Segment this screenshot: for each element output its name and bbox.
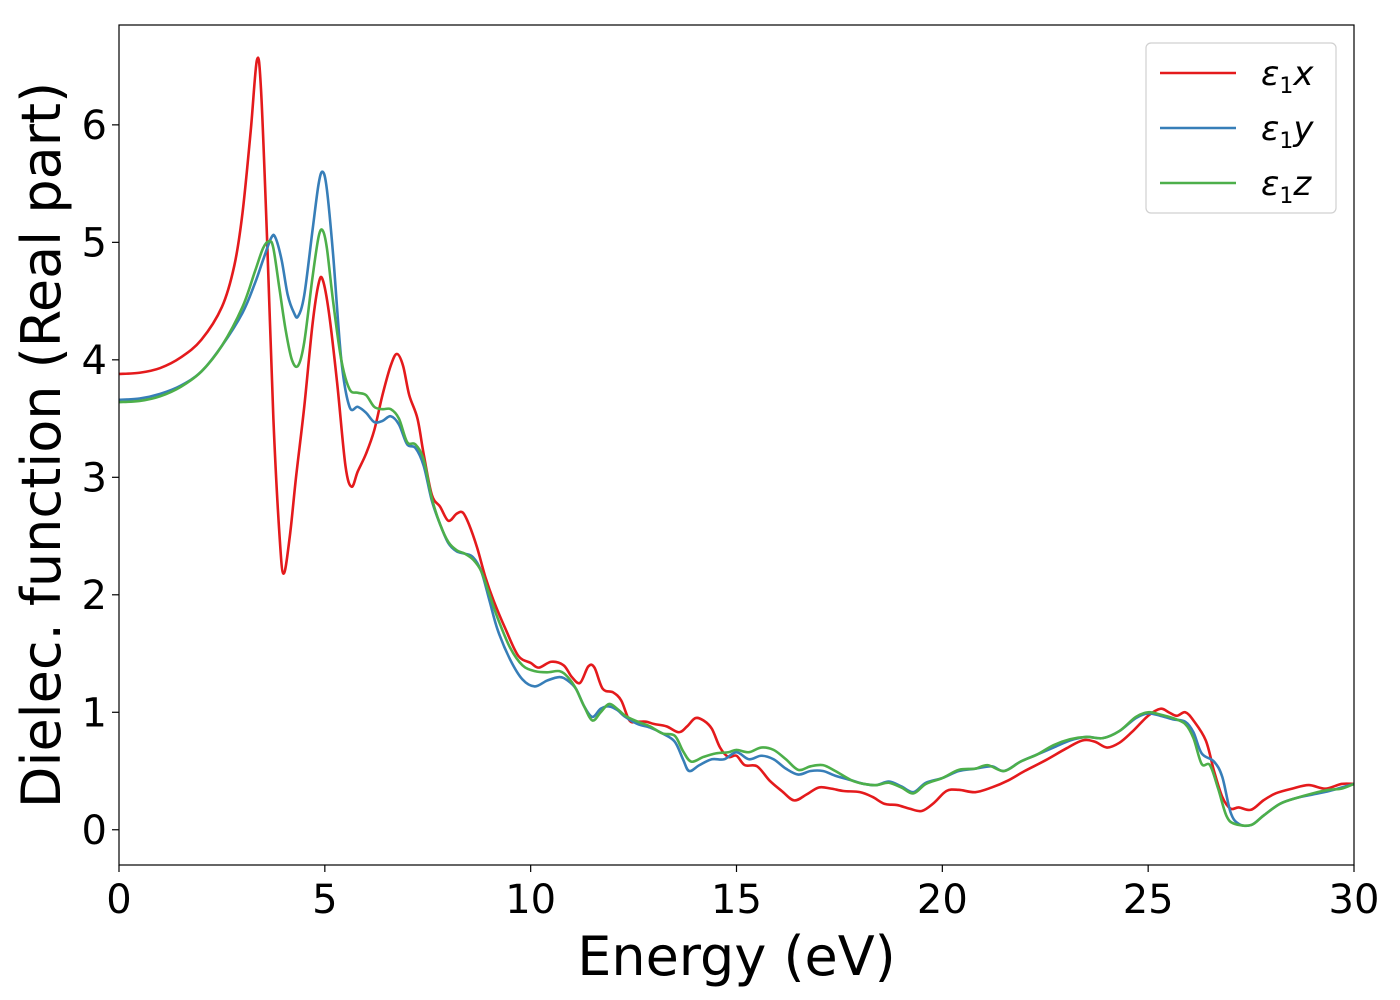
y-tick-label: 5 — [82, 220, 107, 266]
x-axis-title: Energy (eV) — [577, 925, 896, 988]
y-axis-title: Dielec. function (Real part) — [10, 82, 73, 808]
series-line-z — [118, 228, 1355, 828]
series-line-y — [118, 170, 1355, 828]
legend: ε1x ε1y ε1z — [1145, 42, 1337, 214]
x-tick-label: 20 — [917, 877, 968, 923]
x-axis-ticks: 0 5 10 15 20 25 30 — [106, 865, 1379, 923]
x-tick-label: 0 — [106, 877, 131, 923]
x-tick-label: 25 — [1123, 877, 1174, 923]
x-tick-label: 30 — [1329, 877, 1380, 923]
legend-label: ε1x — [1261, 54, 1314, 99]
y-tick-label: 0 — [82, 808, 107, 854]
y-axis-ticks: 0 1 2 3 4 5 6 — [82, 103, 119, 854]
y-tick-label: 2 — [82, 573, 107, 619]
y-tick-label: 4 — [82, 338, 107, 384]
x-tick-label: 5 — [312, 877, 337, 923]
y-tick-label: 6 — [82, 103, 107, 149]
legend-box — [1145, 42, 1337, 214]
y-tick-label: 1 — [82, 690, 107, 736]
x-tick-label: 10 — [505, 877, 556, 923]
legend-label: ε1z — [1261, 164, 1312, 209]
legend-label: ε1y — [1261, 109, 1314, 154]
x-tick-label: 15 — [711, 877, 762, 923]
y-tick-label: 3 — [82, 455, 107, 501]
plot-lines — [118, 56, 1355, 828]
